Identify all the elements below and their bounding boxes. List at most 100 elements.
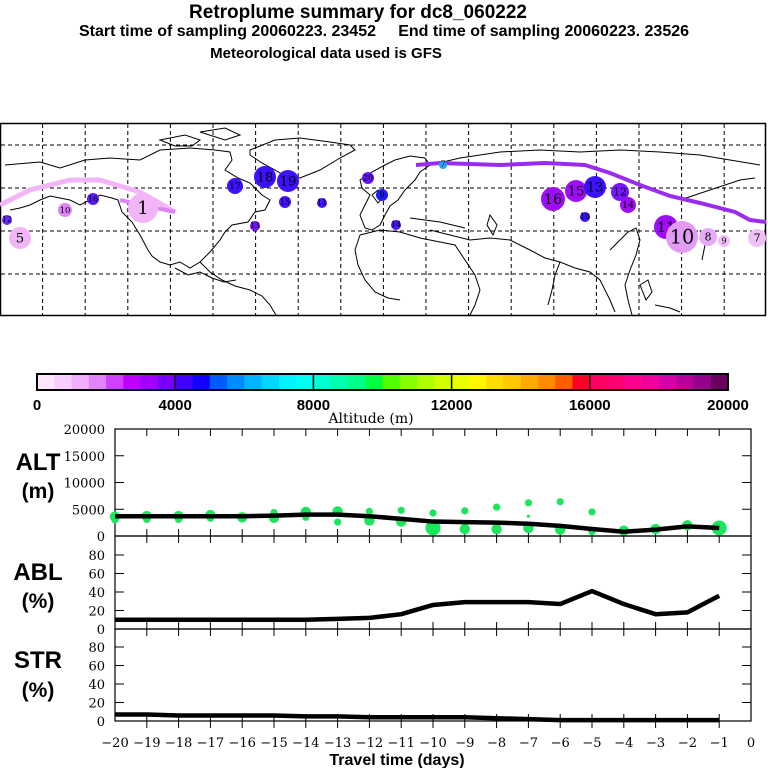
met-data-note: Meteorological data used is GFS	[210, 45, 442, 62]
marker-circle	[87, 193, 99, 205]
marker-label: 16	[88, 194, 98, 203]
marker-label: 15	[568, 184, 585, 199]
scatter-point	[397, 506, 405, 514]
marker-label: 10	[580, 212, 590, 221]
marker-label: 13	[250, 221, 260, 230]
colorbar-swatch	[140, 374, 159, 390]
marker-label: 5	[16, 231, 24, 246]
marker-label: 9	[721, 236, 726, 245]
marker-circle	[439, 161, 447, 169]
marker-label: 10	[670, 225, 694, 248]
scatter-point	[461, 507, 469, 515]
colorbar-tick-label: 16000	[569, 397, 611, 414]
x-tick-label: −7	[519, 736, 538, 751]
colorbar-swatch	[676, 374, 694, 390]
marker-circle	[128, 193, 158, 223]
colorbar-swatch	[88, 374, 107, 390]
scatter-point	[334, 518, 342, 526]
colorbar-tick-label: 4000	[159, 397, 192, 414]
scatter-point	[526, 514, 531, 518]
y-axis-label: (%)	[22, 590, 55, 613]
map-marker: 8	[699, 228, 717, 246]
y-tick-label: 80	[88, 641, 105, 656]
marker-label: 9	[379, 190, 384, 199]
map-marker: 9	[718, 235, 730, 247]
colorbar-swatch	[624, 374, 643, 390]
colorbar-tick-label: 0	[33, 397, 41, 414]
colorbar-swatch	[54, 374, 73, 390]
marker-circle	[376, 189, 388, 201]
x-tick-label: −3	[646, 736, 665, 751]
marker-circle	[580, 212, 590, 222]
colorbar-swatch	[347, 374, 366, 390]
x-tick-label: 0	[747, 736, 755, 751]
map-marker: 10	[58, 203, 72, 217]
map-marker: 1	[128, 193, 158, 223]
marker-label: 12	[2, 215, 12, 224]
map-marker: 19	[277, 170, 299, 192]
colorbar-swatch	[607, 374, 625, 390]
map-marker: 12	[611, 183, 629, 201]
marker-label: 20	[363, 173, 373, 182]
marker-label: 7	[440, 160, 445, 169]
marker-circle	[9, 227, 31, 249]
x-tick-label: −17	[197, 736, 224, 751]
x-tick-label: −13	[324, 736, 351, 751]
series-line-alt	[115, 512, 720, 534]
map-marker: 10	[666, 221, 698, 253]
y-tick-label: 15000	[64, 450, 105, 465]
map-marker: 20	[362, 172, 374, 184]
y-tick-label: 0	[97, 715, 105, 730]
colorbar-tick-label: 20000	[707, 397, 749, 414]
scatter-point	[365, 507, 373, 515]
map-marker: 10	[580, 212, 590, 222]
x-tick-label: −1	[710, 736, 729, 751]
y-tick-label: 20	[88, 697, 105, 712]
sampling-times: Start time of sampling 20060223. 23452 E…	[78, 23, 690, 40]
y-tick-label: 20	[88, 605, 105, 620]
colorbar-swatch	[399, 374, 418, 390]
colorbar-swatch	[261, 374, 280, 390]
map-marker: 9	[376, 189, 388, 201]
marker-label: 17	[229, 181, 241, 192]
marker-circle	[317, 198, 327, 208]
marker-circle	[391, 220, 401, 230]
panel-frame	[114, 628, 752, 722]
scatter-point	[556, 498, 564, 506]
map-marker: 16	[87, 193, 99, 205]
map-marker: 14	[391, 220, 401, 230]
marker-label: 15	[280, 197, 290, 206]
colorbar-swatch	[192, 374, 211, 390]
x-tick-label: −8	[487, 736, 506, 751]
colorbar-swatch	[123, 374, 142, 390]
marker-label: 7	[754, 232, 761, 245]
x-tick-label: −4	[614, 736, 633, 751]
colorbar-swatch	[555, 374, 574, 390]
x-tick-label: −2	[678, 736, 697, 751]
x-tick-label: −18	[165, 736, 192, 751]
marker-label: 18	[257, 170, 274, 185]
map-coastlines	[4, 127, 761, 316]
scatter-point	[425, 520, 441, 536]
series-line-str	[115, 712, 720, 723]
marker-circle	[58, 203, 72, 217]
scatter-point	[491, 523, 502, 535]
colorbar-tick-label: 8000	[297, 397, 330, 414]
y-axis-label: ALT	[16, 449, 61, 476]
x-tick-label: −20	[101, 736, 128, 751]
marker-circle	[584, 176, 606, 198]
marker-circle	[227, 178, 243, 194]
x-tick-label: −16	[228, 736, 255, 751]
marker-circle	[541, 187, 565, 211]
map-marker: 17	[227, 178, 243, 194]
y-tick-label: 0	[97, 530, 105, 545]
x-tick-label: −14	[292, 736, 319, 751]
marker-circle	[666, 221, 698, 253]
scatter-point	[429, 509, 437, 517]
colorbar-swatch	[451, 374, 470, 390]
marker-circle	[2, 215, 12, 225]
colorbar-swatch	[434, 374, 453, 390]
y-tick-label: 40	[88, 678, 105, 693]
y-tick-label: 10000	[64, 477, 105, 492]
